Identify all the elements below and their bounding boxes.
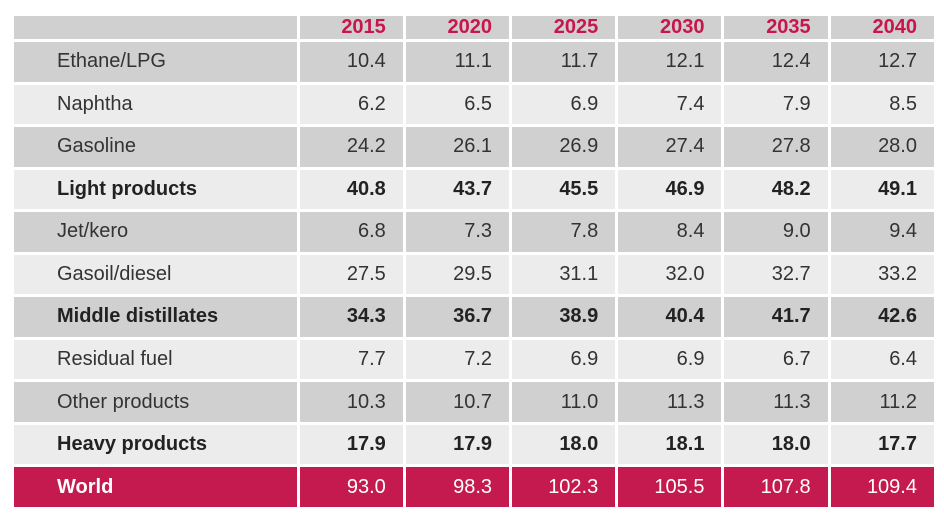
table-row: Heavy products 17.9 17.9 18.0 18.1 18.0 17.7 — [14, 424, 934, 468]
table-row: Ethane/LPG 10.4 11.1 11.7 12.1 12.4 12.7 — [14, 42, 934, 85]
table-cell: 6.7 — [721, 339, 828, 383]
table-cell: 17.9 — [402, 424, 510, 468]
header-row: 2015 2020 2025 2030 2035 2040 — [14, 16, 934, 42]
table-cell: 48.2 — [721, 169, 828, 213]
table-cell: 8.4 — [615, 212, 722, 255]
column-header-2030: 2030 — [615, 16, 722, 42]
table-cell: 46.9 — [615, 169, 722, 213]
table-cell: 27.5 — [296, 254, 403, 298]
table-row: Jet/kero 6.8 7.3 7.8 8.4 9.0 9.4 — [14, 212, 934, 255]
table-body: Ethane/LPG 10.4 11.1 11.7 12.1 12.4 12.7 Naphth… — [14, 42, 934, 510]
row-label: Other products — [14, 382, 297, 425]
table-cell: 42.6 — [827, 297, 934, 340]
table-cell: 109.4 — [827, 467, 934, 510]
table-row: Gasoil/diesel 27.5 29.5 31.1 32.0 32.7 33.2 — [14, 254, 934, 298]
row-label: Residual fuel — [14, 339, 297, 383]
table-row: Other products 10.3 10.7 11.0 11.3 11.3 11.2 — [14, 382, 934, 425]
table-cell: 29.5 — [402, 254, 510, 298]
table-row: World 93.0 98.3 102.3 105.5 107.8 109.4 — [14, 467, 934, 510]
table-cell: 41.7 — [721, 297, 828, 340]
table-cell: 32.7 — [721, 254, 828, 298]
row-label: Gasoline — [14, 127, 297, 170]
row-label: Heavy products — [14, 424, 297, 468]
table-cell: 10.4 — [296, 42, 403, 85]
row-label: Gasoil/diesel — [14, 254, 297, 298]
table-row: Residual fuel 7.7 7.2 6.9 6.9 6.7 6.4 — [14, 339, 934, 383]
table-cell: 43.7 — [402, 169, 510, 213]
table-cell: 28.0 — [827, 127, 934, 170]
table-row: Gasoline 24.2 26.1 26.9 27.4 27.8 28.0 — [14, 127, 934, 170]
table-cell: 102.3 — [509, 467, 616, 510]
table-cell: 11.2 — [827, 382, 934, 425]
table-cell: 7.4 — [615, 84, 722, 128]
table-cell: 9.0 — [721, 212, 828, 255]
table-cell: 12.7 — [827, 42, 934, 85]
table-cell: 24.2 — [296, 127, 403, 170]
table-cell: 11.0 — [509, 382, 616, 425]
column-header-2015: 2015 — [296, 16, 403, 42]
table-cell: 6.8 — [296, 212, 403, 255]
table-cell: 11.7 — [509, 42, 616, 85]
table-cell: 98.3 — [402, 467, 510, 510]
row-label: Naphtha — [14, 84, 297, 128]
table-cell: 12.4 — [721, 42, 828, 85]
table-cell: 6.9 — [509, 339, 616, 383]
table-cell: 7.8 — [509, 212, 616, 255]
table-cell: 93.0 — [296, 467, 403, 510]
table-cell: 11.1 — [402, 42, 510, 85]
table-row: Middle distillates 34.3 36.7 38.9 40.4 41.7 42… — [14, 297, 934, 340]
data-table: 2015 2020 2025 2030 2035 2040 Ethane/LPG 10.4 1… — [14, 16, 934, 510]
row-label: Middle distillates — [14, 297, 297, 340]
row-label: Jet/kero — [14, 212, 297, 255]
table-cell: 18.1 — [615, 424, 722, 468]
table-cell: 11.3 — [615, 382, 722, 425]
table-cell: 40.4 — [615, 297, 722, 340]
table-cell: 27.4 — [615, 127, 722, 170]
table-cell: 7.9 — [721, 84, 828, 128]
table-row: Light products 40.8 43.7 45.5 46.9 48.2 49.1 — [14, 169, 934, 213]
table-cell: 6.9 — [615, 339, 722, 383]
row-label: Light products — [14, 169, 297, 213]
table-cell: 7.2 — [402, 339, 510, 383]
table-cell: 6.5 — [402, 84, 510, 128]
table-cell: 9.4 — [827, 212, 934, 255]
table-cell: 26.9 — [509, 127, 616, 170]
table-cell: 18.0 — [509, 424, 616, 468]
table-cell: 107.8 — [721, 467, 828, 510]
table-row: Naphtha 6.2 6.5 6.9 7.4 7.9 8.5 — [14, 84, 934, 128]
row-label: World — [14, 467, 297, 510]
table-cell: 40.8 — [296, 169, 403, 213]
column-header-2035: 2035 — [721, 16, 828, 42]
table-cell: 6.9 — [509, 84, 616, 128]
table-cell: 105.5 — [615, 467, 722, 510]
table-cell: 7.7 — [296, 339, 403, 383]
table-cell: 49.1 — [827, 169, 934, 213]
column-header-2025: 2025 — [509, 16, 616, 42]
table-cell: 17.7 — [827, 424, 934, 468]
table-cell: 6.4 — [827, 339, 934, 383]
header-corner — [14, 16, 297, 42]
table-cell: 36.7 — [402, 297, 510, 340]
table-cell: 18.0 — [721, 424, 828, 468]
table-cell: 45.5 — [509, 169, 616, 213]
table-cell: 17.9 — [296, 424, 403, 468]
table-cell: 38.9 — [509, 297, 616, 340]
row-label: Ethane/LPG — [14, 42, 297, 85]
table-cell: 12.1 — [615, 42, 722, 85]
column-header-2020: 2020 — [402, 16, 510, 42]
table-cell: 33.2 — [827, 254, 934, 298]
table-cell: 6.2 — [296, 84, 403, 128]
table-cell: 7.3 — [402, 212, 510, 255]
table-cell: 26.1 — [402, 127, 510, 170]
table-cell: 10.7 — [402, 382, 510, 425]
table-cell: 27.8 — [721, 127, 828, 170]
table-cell: 34.3 — [296, 297, 403, 340]
table-cell: 32.0 — [615, 254, 722, 298]
column-header-2040: 2040 — [827, 16, 934, 42]
table-cell: 11.3 — [721, 382, 828, 425]
table-cell: 10.3 — [296, 382, 403, 425]
table-cell: 31.1 — [509, 254, 616, 298]
table-cell: 8.5 — [827, 84, 934, 128]
